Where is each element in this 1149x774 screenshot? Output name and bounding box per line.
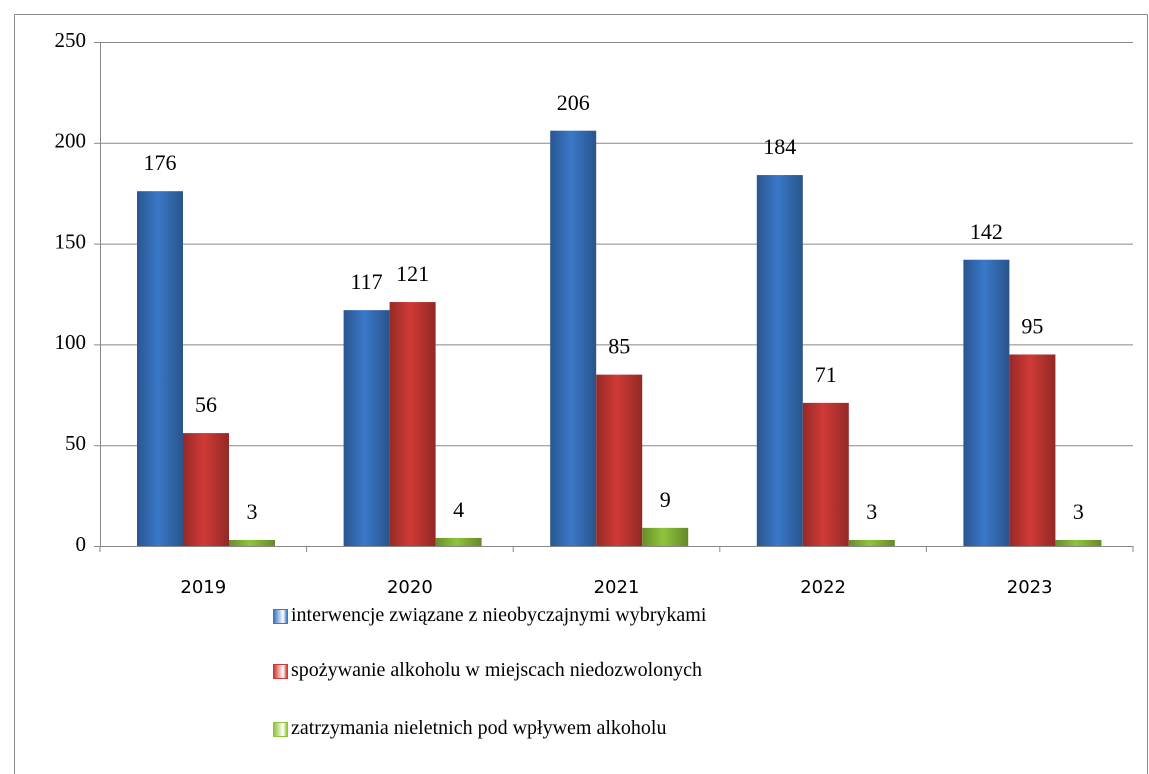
data-label: 71	[815, 362, 837, 387]
bar	[756, 175, 803, 546]
bar	[435, 537, 482, 546]
legend-swatch	[273, 722, 288, 737]
data-label: 3	[866, 499, 877, 524]
legend-item: interwencje związane z nieobyczajnymi wy…	[273, 601, 733, 630]
x-tick-label: 2023	[1007, 577, 1053, 598]
legend-item: spożywanie alkoholu w miejscach niedozwo…	[273, 656, 913, 685]
data-label: 184	[763, 134, 796, 159]
bar	[343, 310, 390, 546]
bar	[642, 527, 689, 546]
legend-swatch	[273, 664, 288, 679]
data-label: 142	[970, 219, 1003, 244]
bar	[596, 374, 643, 546]
legend-label: zatrzymania nieletnich pod wpływem alkoh…	[291, 717, 667, 739]
y-tick-label: 100	[55, 330, 87, 354]
bar	[802, 402, 849, 546]
x-tick-label: 2020	[387, 577, 433, 598]
y-tick-label: 50	[65, 431, 86, 455]
legend-label: spożywanie alkoholu w miejscach niedozwo…	[291, 659, 702, 681]
legend-item: zatrzymania nieletnich pod wpływem alkoh…	[273, 714, 913, 743]
bar	[183, 433, 229, 546]
data-label: 176	[144, 150, 177, 175]
data-label: 117	[351, 269, 383, 294]
data-label: 95	[1021, 314, 1043, 339]
bar	[389, 302, 436, 546]
bar	[550, 130, 597, 547]
data-label: 85	[608, 334, 630, 359]
bar	[963, 259, 1010, 546]
data-label: 9	[660, 487, 671, 512]
x-tick-label: 2021	[594, 577, 640, 598]
bar	[1009, 354, 1056, 546]
data-label: 56	[195, 392, 217, 417]
y-tick-label: 150	[55, 229, 87, 253]
legend-label: interwencje związane z nieobyczajnymi wy…	[291, 604, 707, 626]
y-tick-label: 200	[55, 129, 87, 153]
x-tick-label: 2022	[800, 577, 846, 598]
y-tick-label: 0	[76, 532, 87, 556]
data-label: 121	[396, 261, 429, 286]
y-tick-label: 250	[55, 28, 87, 52]
bar	[229, 539, 275, 546]
data-label: 206	[557, 90, 590, 115]
bar	[1055, 539, 1102, 546]
legend-swatch	[273, 609, 288, 624]
bar	[137, 191, 183, 546]
data-label: 3	[1073, 499, 1084, 524]
data-label: 4	[453, 497, 464, 522]
bar	[848, 539, 895, 546]
x-tick-label: 2019	[180, 577, 226, 598]
data-label: 3	[247, 499, 258, 524]
